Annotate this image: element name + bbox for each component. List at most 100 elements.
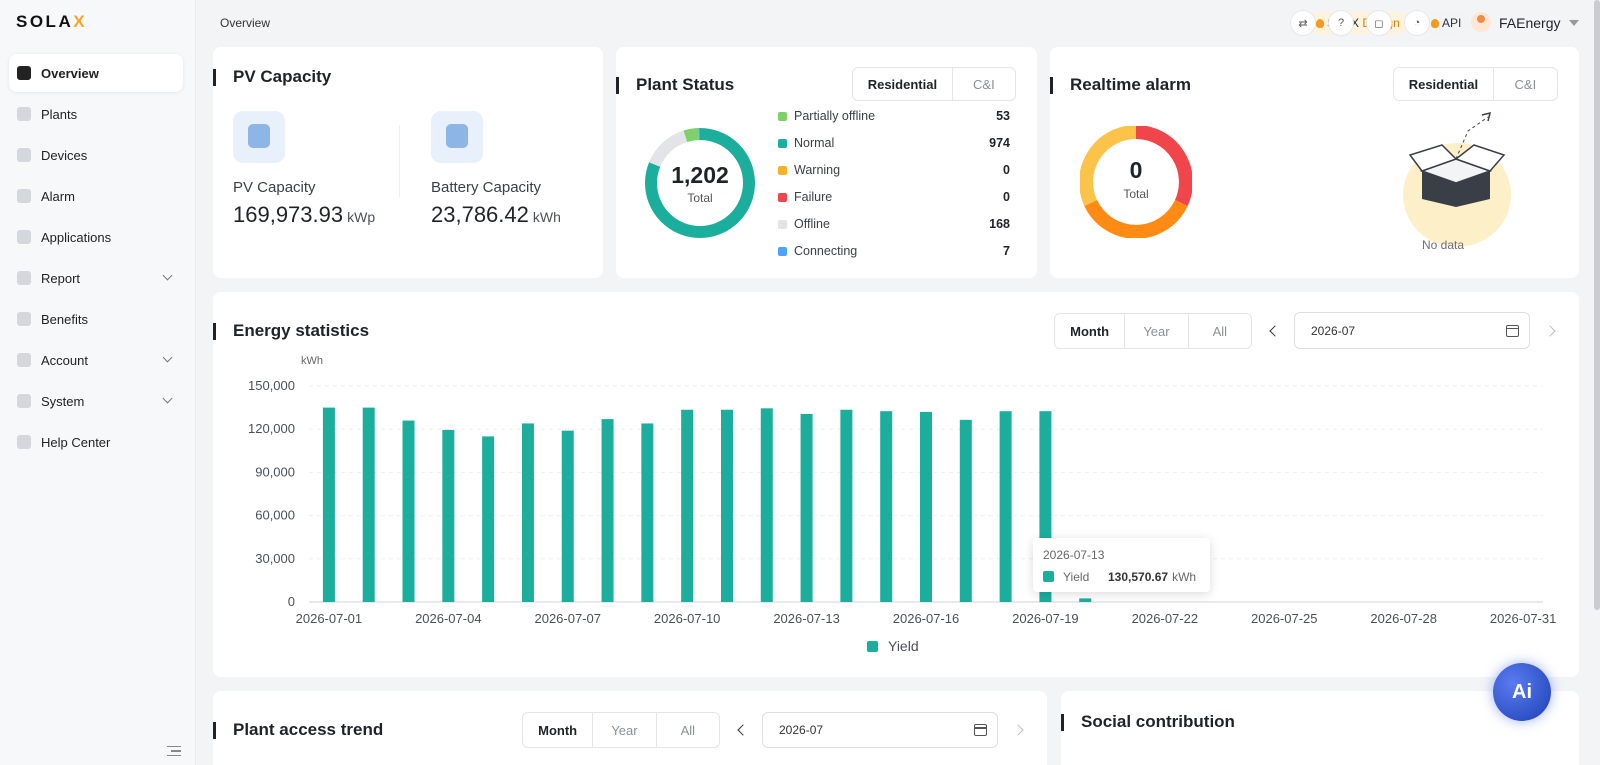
bar-2026-07-03[interactable] xyxy=(402,420,415,602)
tab-year[interactable]: Year xyxy=(1124,314,1187,348)
no-data-text: No data xyxy=(1422,238,1465,252)
sidebar-item-plants[interactable]: Plants xyxy=(9,95,183,133)
donut-center: 1,202 Total xyxy=(644,162,756,205)
bar-2026-07-04[interactable] xyxy=(442,429,455,602)
bar-2026-07-09[interactable] xyxy=(641,423,654,602)
notification-icon[interactable]: ◻ xyxy=(1366,10,1392,36)
dashboard-icon[interactable]: ◔ xyxy=(1404,10,1430,36)
sidebar-item-label: Applications xyxy=(41,229,112,245)
y-tick-label: 90,000 xyxy=(255,464,295,479)
y-tick-label: 120,000 xyxy=(248,421,295,436)
plant-access-trend-card: Plant access trend Month Year All 2026-0… xyxy=(213,691,1047,765)
legend-swatch xyxy=(778,247,787,256)
x-tick-label: 2026-07-22 xyxy=(1132,611,1199,626)
api-button[interactable]: API xyxy=(1423,12,1470,34)
tooltip-date: 2026-07-13 xyxy=(1043,548,1105,562)
bar-2026-07-20[interactable] xyxy=(1079,598,1092,602)
next-period-icon[interactable] xyxy=(1012,724,1024,736)
report-icon xyxy=(17,271,31,285)
status-row-offline[interactable]: Offline 168 xyxy=(778,216,1010,234)
prev-period-icon[interactable] xyxy=(737,724,749,736)
bar-2026-07-08[interactable] xyxy=(601,419,614,602)
energy-date-picker[interactable]: 2026-07 xyxy=(1294,312,1530,349)
alarm-tabs: Residential C&I xyxy=(1393,67,1558,101)
gear-icon xyxy=(17,394,31,408)
tab-all[interactable]: All xyxy=(1187,314,1251,348)
bar-2026-07-15[interactable] xyxy=(880,411,893,602)
bar-2026-07-13[interactable] xyxy=(800,413,813,602)
calendar-icon xyxy=(1506,324,1519,337)
x-tick-label: 2026-07-01 xyxy=(296,611,363,626)
status-row-connecting[interactable]: Connecting 7 xyxy=(778,243,1010,261)
tab-all[interactable]: All xyxy=(655,713,719,747)
plants-icon xyxy=(17,107,31,121)
bar-2026-07-02[interactable] xyxy=(362,407,375,602)
tab-residential[interactable]: Residential xyxy=(867,76,938,92)
bar-2026-07-05[interactable] xyxy=(482,436,495,602)
y-tick-label: 30,000 xyxy=(255,551,295,566)
caret-down-icon[interactable] xyxy=(1569,20,1579,26)
tab-c-and-i[interactable]: C&I xyxy=(951,68,1015,100)
help-icon[interactable]: ? xyxy=(1328,10,1354,36)
sidebar-item-alarm[interactable]: Alarm xyxy=(9,177,183,215)
x-tick-label: 2026-07-13 xyxy=(773,611,840,626)
legend-swatch xyxy=(867,641,878,652)
bar-2026-07-11[interactable] xyxy=(720,409,733,602)
pv-capacity-value: 169,973.93 kWp xyxy=(233,202,376,227)
status-row-warning[interactable]: Warning 0 xyxy=(778,162,1010,180)
tab-c-and-i[interactable]: C&I xyxy=(1492,68,1557,100)
solax-logo[interactable]: SOLAX xyxy=(16,12,88,31)
tab-year[interactable]: Year xyxy=(592,713,655,747)
access-date-picker[interactable]: 2026-07 xyxy=(762,712,998,748)
bar-2026-07-17[interactable] xyxy=(959,419,972,602)
status-row-partially-offline[interactable]: Partially offline 53 xyxy=(778,108,1010,126)
tab-month[interactable]: Month xyxy=(1070,323,1110,339)
breadcrumb: Overview xyxy=(220,16,271,30)
page-scrollbar[interactable] xyxy=(1594,0,1600,610)
bar-2026-07-18[interactable] xyxy=(999,411,1012,602)
avatar[interactable] xyxy=(1471,12,1491,32)
legend-swatch xyxy=(778,220,787,229)
sidebar-item-account[interactable]: Account xyxy=(9,341,183,379)
prev-period-icon[interactable] xyxy=(1269,325,1281,337)
bar-2026-07-16[interactable] xyxy=(920,411,932,602)
card-title: Energy statistics xyxy=(213,321,369,341)
sidebar-item-applications[interactable]: Applications xyxy=(9,218,183,256)
tab-month[interactable]: Month xyxy=(538,722,578,738)
energy-statistics-card: Energy statistics Month Year All 2026-07 xyxy=(213,292,1579,677)
ai-assistant-button[interactable]: Ai xyxy=(1493,663,1551,721)
username[interactable]: FAEnergy xyxy=(1499,15,1561,31)
x-tick-label: 2026-07-25 xyxy=(1251,611,1318,626)
collapse-sidebar-icon[interactable] xyxy=(167,746,181,756)
sidebar-item-benefits[interactable]: Benefits xyxy=(9,300,183,338)
x-tick-label: 2026-07-07 xyxy=(534,611,601,626)
bar-2026-07-07[interactable] xyxy=(561,430,574,602)
solax-design-button[interactable]: SolaX Design xyxy=(1307,12,1409,34)
sidebar-item-devices[interactable]: Devices xyxy=(9,136,183,174)
benefits-icon xyxy=(17,312,31,326)
bar-2026-07-01[interactable] xyxy=(322,407,335,602)
chart-legend-yield[interactable]: Yield xyxy=(867,638,919,654)
bar-2026-07-10[interactable] xyxy=(681,409,694,602)
card-title: Plant access trend xyxy=(213,720,383,740)
pv-panel-icon xyxy=(233,111,285,163)
sidebar-item-help-center[interactable]: Help Center xyxy=(9,423,183,461)
tab-residential[interactable]: Residential xyxy=(1408,76,1479,92)
status-row-failure[interactable]: Failure 0 xyxy=(778,189,1010,207)
tooltip-swatch xyxy=(1043,571,1054,582)
social-contribution-card: Social contribution xyxy=(1061,691,1579,765)
next-period-icon[interactable] xyxy=(1544,325,1556,337)
sidebar-item-report[interactable]: Report xyxy=(9,259,183,297)
status-row-normal[interactable]: Normal 974 xyxy=(778,135,1010,153)
x-tick-label: 2026-07-10 xyxy=(654,611,721,626)
bar-2026-07-12[interactable] xyxy=(760,408,773,602)
sidebar-item-system[interactable]: System xyxy=(9,382,183,420)
donut-segment-connecting[interactable] xyxy=(645,128,755,238)
sidebar-item-label: Report xyxy=(41,270,81,286)
realtime-alarm-card: Realtime alarm Residential C&I 0 Total N… xyxy=(1050,47,1579,278)
api-icon xyxy=(1431,19,1439,28)
switch-icon[interactable]: ⇄ xyxy=(1290,10,1316,36)
bar-2026-07-06[interactable] xyxy=(521,423,534,602)
bar-2026-07-14[interactable] xyxy=(840,409,853,602)
sidebar-item-overview[interactable]: Overview xyxy=(9,54,183,92)
